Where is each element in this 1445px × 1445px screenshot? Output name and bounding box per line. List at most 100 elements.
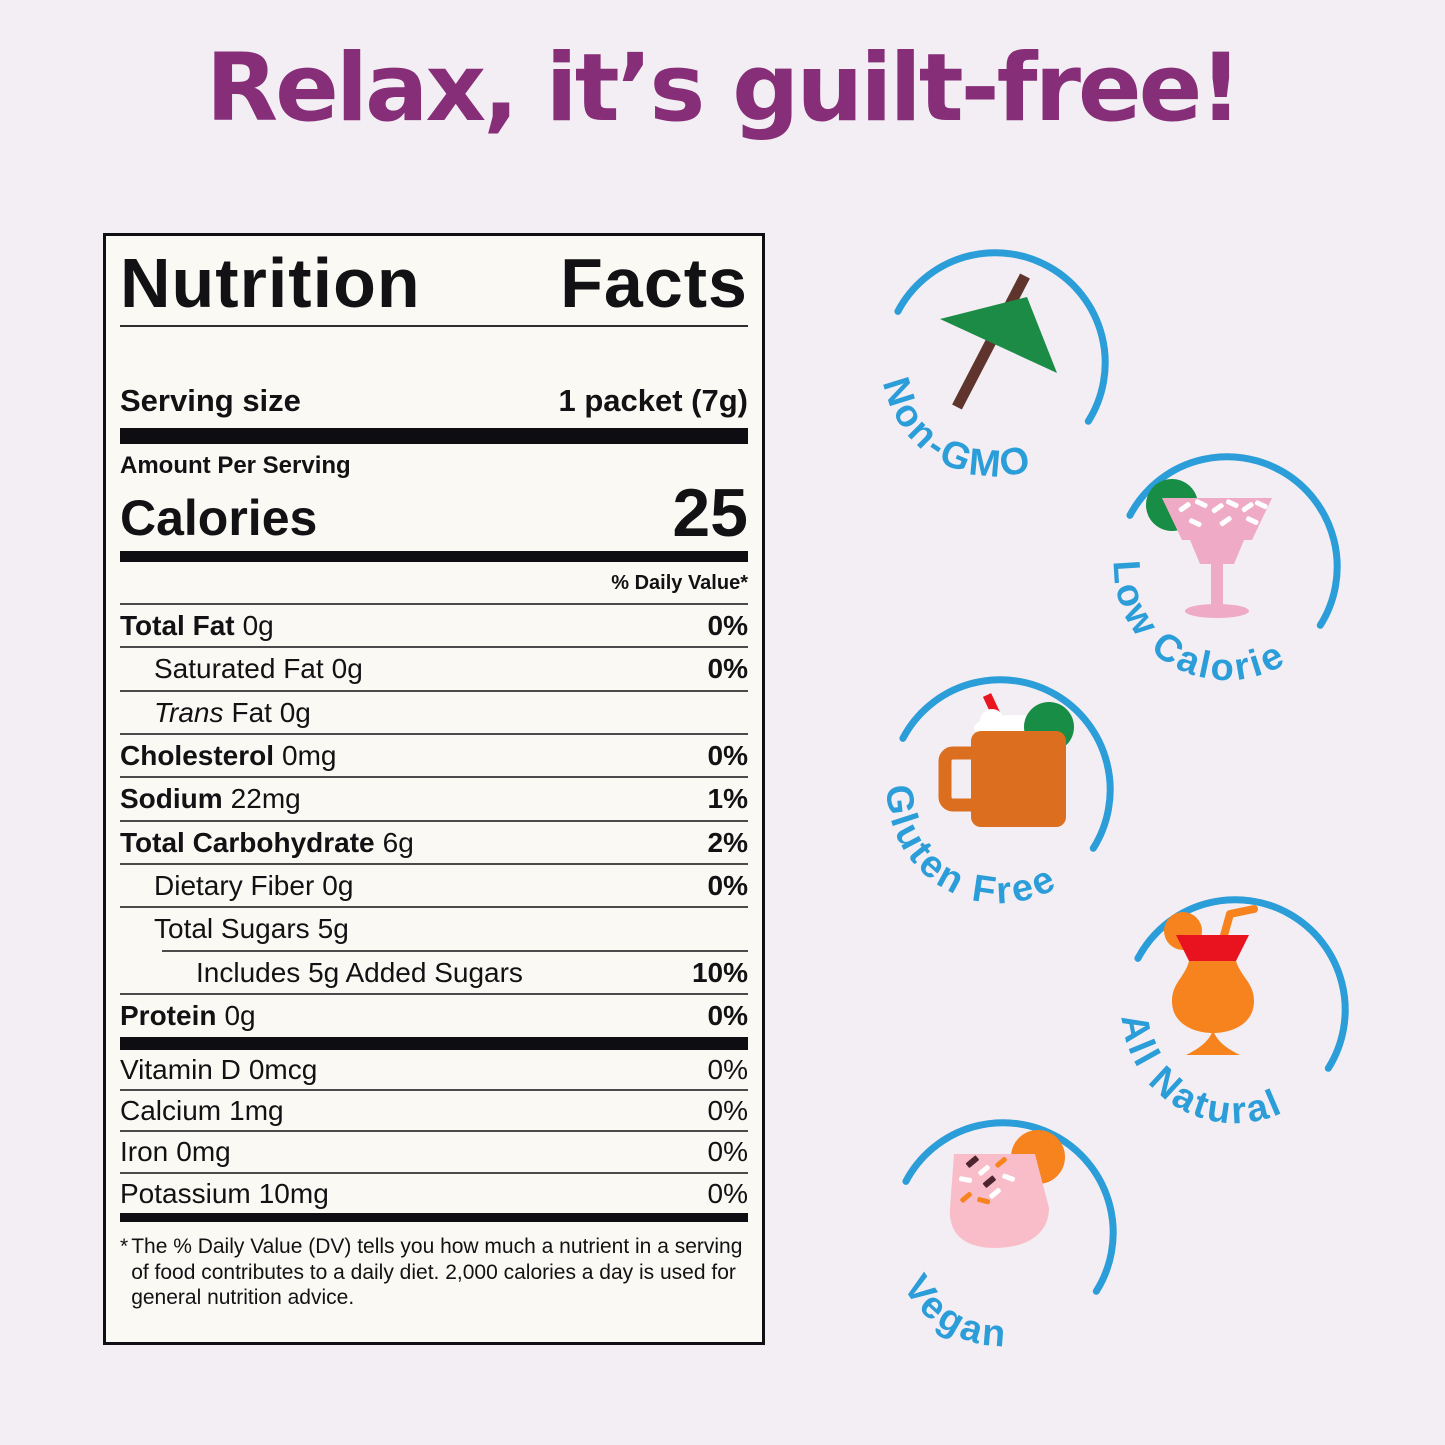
nutrient-dv: 0%: [707, 1053, 748, 1085]
glass-body: [1172, 961, 1254, 1033]
nutrient-cell: Iron 0mg: [120, 1136, 231, 1168]
sprinkle: [978, 1165, 990, 1176]
straw: [1219, 905, 1258, 943]
sprinkle: [982, 1175, 996, 1188]
label-title-word-1: Nutrition: [120, 244, 421, 322]
nutrient-dv: 0%: [707, 609, 748, 641]
nutrient-name: Trans: [154, 696, 224, 728]
nutrient-amount: 0mg: [176, 1136, 231, 1168]
badge-low-calorie-svg: Low Calorie: [1104, 453, 1341, 689]
mug-body: [971, 731, 1066, 827]
nutrient-row-total-fat: Total Fat 0g 0%: [120, 602, 748, 646]
micronutrient-row-potassium: Potassium 10mg 0%: [120, 1171, 748, 1213]
nutrient-dv: 0%: [707, 870, 748, 902]
badge-ring: [902, 1119, 1117, 1295]
badge-gluten-free: Gluten Free: [875, 665, 1125, 915]
thick-separator: [120, 428, 748, 445]
nutrient-name: Total Sugars: [154, 913, 310, 945]
calories-label: Calories: [120, 490, 318, 547]
salt-speck: [1225, 499, 1239, 509]
calories-row: Calories 25: [120, 475, 748, 552]
nutrient-amount: 0mg: [282, 739, 337, 771]
nutrient-cell: Includes 5g Added Sugars: [196, 956, 523, 988]
nutrient-amount: 22mg: [230, 783, 301, 815]
badge-all-natural-svg: All Natural: [1112, 896, 1349, 1133]
title-divider: [120, 325, 748, 328]
nutrient-amount: 10mg: [258, 1177, 329, 1209]
sprinkle: [960, 1192, 972, 1203]
nutrient-amount: 0g: [322, 870, 354, 902]
umbrella-canopy: [940, 297, 1057, 373]
salt-speck: [1188, 518, 1202, 528]
thick-separator: [120, 1213, 748, 1223]
glass-stem: [1211, 562, 1223, 608]
thick-separator: [120, 1036, 748, 1050]
badge-gluten-free-svg: Gluten Free: [877, 676, 1114, 913]
badge-label-text: Vegan: [895, 1268, 1007, 1356]
badge-label: Vegan: [895, 1268, 1010, 1356]
calories-value: 25: [672, 475, 748, 552]
nutrient-dv: 0%: [707, 1000, 748, 1032]
daily-value-header: % Daily Value*: [611, 571, 748, 594]
label-title-word-2: Facts: [560, 244, 748, 322]
thick-separator: [120, 550, 748, 562]
nutrient-row-trans-fat: Trans Fat 0g: [120, 689, 748, 733]
headline: Relax, it’s guilt-free!: [205, 34, 1243, 143]
nutrient-cell: Dietary Fiber 0g: [154, 870, 354, 902]
badge-vegan-svg: Vegan: [895, 1119, 1117, 1356]
nutrient-name: Protein: [120, 1000, 217, 1032]
salt-speck: [1211, 503, 1224, 514]
badge-all-natural: All Natural: [1110, 885, 1360, 1135]
salt-speck: [1241, 502, 1254, 513]
salt-speck: [1219, 516, 1232, 527]
nutrient-row-added-sugars: Includes 5g Added Sugars 10%: [120, 949, 748, 993]
nutrient-amount: 0g: [242, 609, 274, 641]
salt-speck: [1254, 500, 1268, 510]
cocktail-umbrella-icon: [940, 273, 1057, 410]
nutrient-name: Iron: [120, 1136, 169, 1168]
nutrient-cell: Saturated Fat 0g: [154, 653, 363, 685]
salt-speck: [1194, 499, 1208, 509]
nutrient-row-total-carbohydrate: Total Carbohydrate 6g 2%: [120, 819, 748, 863]
nutrient-name: Total Carbohydrate: [120, 826, 375, 858]
micronutrient-row-iron: Iron 0mg 0%: [120, 1130, 748, 1171]
tiki-cocktail-icon: [1164, 905, 1258, 1055]
nutrient-row-sodium: Sodium 22mg 1%: [120, 776, 748, 819]
footnote-marker: *: [120, 1235, 129, 1259]
margarita-glass-icon: [1146, 479, 1272, 618]
nutrient-dv: 10%: [691, 956, 748, 988]
nutrient-cell: Vitamin D 0mcg: [120, 1053, 318, 1085]
nutrient-dv: 1%: [707, 783, 748, 815]
nutrient-dv: 0%: [707, 739, 748, 771]
micronutrient-row-vitamin-d: Vitamin D 0mcg 0%: [120, 1050, 748, 1089]
badge-ring: [894, 249, 1109, 425]
sprinkle: [959, 1176, 973, 1183]
nutrient-name: Calcium: [120, 1095, 222, 1127]
badge-label-text: Low Calorie: [1104, 559, 1290, 689]
nutrient-name: Saturated Fat: [154, 653, 324, 685]
mule-mug-icon: [938, 693, 1074, 827]
nutrient-amount: 6g: [382, 826, 414, 858]
nutrient-row-total-sugars: Total Sugars 5g: [120, 906, 748, 949]
badge-low-calorie: Low Calorie: [1102, 442, 1352, 692]
nutrient-amount: Fat 0g: [231, 696, 311, 728]
nutrient-amount: 1mg: [229, 1095, 284, 1127]
label-title: Nutrition Facts: [120, 246, 748, 320]
nutrient-name: Includes 5g Added Sugars: [196, 956, 523, 988]
sprinkle: [1002, 1173, 1016, 1182]
nutrient-amount: 0mcg: [248, 1053, 318, 1085]
nutrient-dv: 0%: [707, 653, 748, 685]
nutrition-facts-label: Nutrition Facts Serving size 1 packet (7…: [103, 233, 765, 1345]
serving-size-value: 1 packet (7g): [558, 383, 748, 419]
nutrient-row-dietary-fiber: Dietary Fiber 0g 0%: [120, 863, 748, 906]
nutrient-name: Cholesterol: [120, 739, 275, 771]
micronutrient-row-calcium: Calcium 1mg 0%: [120, 1089, 748, 1130]
nutrient-cell: Total Carbohydrate 6g: [120, 826, 414, 858]
nutrient-cell: Protein 0g: [120, 1000, 256, 1032]
nutrient-row-cholesterol: Cholesterol 0mg 0%: [120, 732, 748, 776]
badge-ring: [899, 676, 1114, 852]
badge-label: Non-GMO: [874, 373, 1036, 487]
nutrient-amount: 0g: [224, 1000, 256, 1032]
badge-label: Low Calorie: [1104, 559, 1293, 689]
badge-non-gmo-svg: Non-GMO: [874, 249, 1109, 487]
